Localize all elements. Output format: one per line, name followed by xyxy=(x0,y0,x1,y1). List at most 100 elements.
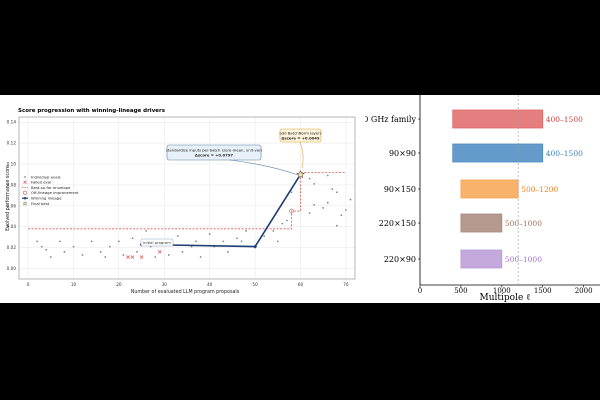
legend-label: Best-so-far envelope xyxy=(31,185,71,190)
best-so-far-envelope xyxy=(28,171,346,230)
individual-eval-point xyxy=(181,250,184,253)
individual-eval-point xyxy=(90,240,93,243)
individual-eval-point xyxy=(167,254,170,256)
y-axis-label: Evolved performance score xyxy=(5,165,11,231)
x-tick-label: 500 xyxy=(454,287,467,295)
multipole-range-chart: 400–1500 150 GHz family 400–1500 90×90 500–1… xyxy=(365,95,600,303)
x-tick-label: 60 xyxy=(298,282,304,287)
x-tick-label: 0 xyxy=(27,282,30,287)
y-tick-label: 0.08 xyxy=(7,182,17,187)
individual-eval-point xyxy=(177,235,179,238)
individual-eval-point xyxy=(81,254,84,256)
legend-entry: Individual evals xyxy=(24,174,61,179)
legend-label: Winning lineage xyxy=(31,196,62,201)
y-tick-label: 0.10 xyxy=(7,162,17,167)
winning-lineage-point xyxy=(253,244,258,249)
batchnorm-annotation-line1: add BatchNorm layers xyxy=(279,131,321,136)
x-tick-label: 20 xyxy=(116,282,122,287)
legend-swatch xyxy=(23,196,27,200)
individual-eval-point xyxy=(263,235,266,238)
annotations: initial program standardize inputs per-ba… xyxy=(140,128,322,247)
x-tick-label: 40 xyxy=(207,282,213,287)
individual-eval-point xyxy=(290,191,293,194)
failed-eval-marker xyxy=(157,249,162,254)
axis-ticks: 0 10 20 30 40 50 60 70 0.00 0.02 0.04 0.06 0.08 0.10 0… xyxy=(7,120,349,287)
individual-eval-point xyxy=(145,230,148,232)
individual-eval-point xyxy=(340,214,343,217)
category-label: 220×150 xyxy=(379,219,416,228)
failed-eval-stroke xyxy=(157,249,162,254)
standardize-annotation-line2: Δscore = +0.0797 xyxy=(195,153,234,158)
individual-eval-point xyxy=(240,240,243,243)
y-tick-label: 0.00 xyxy=(7,266,17,271)
standardize-annotation-box xyxy=(166,144,262,161)
failed-eval-stroke xyxy=(130,255,135,259)
individual-eval-point xyxy=(349,198,352,201)
legend-label: Final best xyxy=(31,201,50,206)
x-tick-label: 0 xyxy=(418,287,422,295)
range-bar-label: 500–1000 xyxy=(505,219,542,228)
x-tick-label: 70 xyxy=(343,282,349,287)
individual-eval-point xyxy=(313,203,316,206)
range-bars: 400–1500 150 GHz family 400–1500 90×90 500–1… xyxy=(365,95,583,285)
range-bar xyxy=(452,143,544,163)
failed-eval-marker xyxy=(126,255,130,259)
individual-eval-point xyxy=(308,177,311,180)
individual-eval-point xyxy=(108,245,111,248)
individual-eval-point xyxy=(276,240,279,243)
range-bar xyxy=(452,109,544,129)
grid xyxy=(19,117,355,279)
category-label: 150 GHz family xyxy=(365,115,416,124)
individual-eval-point xyxy=(226,250,229,253)
x-tick-label: 30 xyxy=(162,282,168,287)
legend-swatch xyxy=(22,190,28,195)
category-label: 90×150 xyxy=(384,185,416,194)
y-tick-label: 0.06 xyxy=(7,203,17,208)
x-axis-ticks: 0 500 1000 1500 2000 xyxy=(418,285,593,295)
individual-eval-point xyxy=(326,174,329,177)
individual-eval-point xyxy=(131,237,134,240)
individual-eval-point xyxy=(99,250,102,253)
individual-eval-point xyxy=(236,237,238,240)
failed-eval-marker xyxy=(139,255,144,259)
legend-entry: Best-so-far envelope xyxy=(22,185,71,190)
batchnorm-annotation-line2: Δscore = +0.0049 xyxy=(281,136,320,141)
individual-eval-point xyxy=(281,222,284,225)
data-marks xyxy=(28,169,352,259)
x-tick-label: 50 xyxy=(252,282,258,287)
range-bar xyxy=(460,179,519,199)
x-tick-label: 1000 xyxy=(493,287,511,295)
individual-eval-point xyxy=(199,256,202,258)
individual-eval-point xyxy=(345,209,347,211)
off-lineage-improvement-marker xyxy=(289,208,294,214)
individual-eval-point xyxy=(40,245,43,248)
x-tick-label: 1500 xyxy=(534,287,552,295)
legend-label: Failed eval xyxy=(31,180,51,185)
final-best-star xyxy=(296,169,305,179)
failed-eval-marker xyxy=(130,255,135,259)
individual-eval-point xyxy=(36,240,39,243)
legend-entry: Winning lineage xyxy=(22,196,62,201)
y-tick-label: 0.12 xyxy=(7,141,17,146)
plot-frame xyxy=(18,116,356,280)
individual-eval-point xyxy=(285,219,288,222)
individual-eval-point xyxy=(72,245,75,248)
legend-entry: Final best xyxy=(22,201,50,206)
score-progression-panel: Score progression with winning-lineage d… xyxy=(0,95,365,303)
legend-label: Individual evals xyxy=(31,174,61,179)
x-axis-label: Multipole ℓ xyxy=(480,293,531,303)
y-tick-label: 0.02 xyxy=(7,245,17,250)
batchnorm-annotation-box xyxy=(279,128,322,143)
standardize-annotation-arrow xyxy=(229,159,299,176)
y-tick-label: 0.14 xyxy=(7,120,17,125)
individual-eval-point xyxy=(154,256,157,258)
individual-eval-point xyxy=(104,256,107,258)
individual-eval-point xyxy=(308,212,311,215)
range-bar-label: 500–1000 xyxy=(505,255,542,264)
individual-eval-point xyxy=(326,201,329,204)
individual-eval-point xyxy=(331,188,334,191)
legend-swatch xyxy=(24,176,26,178)
failed-eval-stroke xyxy=(126,255,130,259)
winning-lineage-line xyxy=(141,174,302,248)
